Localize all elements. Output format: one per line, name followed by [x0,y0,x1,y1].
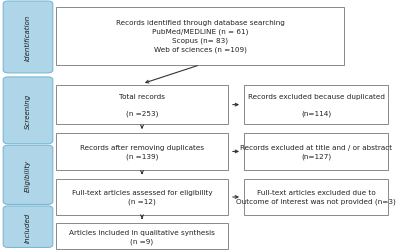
Text: Records excluded at title and / or abstract
(n=127): Records excluded at title and / or abstr… [240,144,392,159]
FancyBboxPatch shape [56,223,228,249]
Text: Included: Included [25,212,31,242]
Text: Records identified through database searching
PubMed/MEDLINE (n = 61)
Scopus (n=: Records identified through database sear… [116,20,284,53]
Text: Records after removing duplicates
(n =139): Records after removing duplicates (n =13… [80,144,204,159]
Text: Full-text articles assessed for eligibility
(n =12): Full-text articles assessed for eligibil… [72,190,212,205]
FancyBboxPatch shape [56,8,344,66]
FancyBboxPatch shape [56,86,228,125]
FancyBboxPatch shape [3,206,53,247]
FancyBboxPatch shape [244,134,388,170]
FancyBboxPatch shape [56,134,228,170]
FancyBboxPatch shape [244,179,388,215]
FancyBboxPatch shape [56,179,228,215]
Text: Records excluded because duplicated

(n=114): Records excluded because duplicated (n=1… [248,93,384,117]
Text: Eligibility: Eligibility [25,159,31,191]
FancyBboxPatch shape [3,78,53,144]
FancyBboxPatch shape [3,2,53,74]
FancyBboxPatch shape [244,86,388,125]
FancyBboxPatch shape [3,146,53,205]
Text: Identification: Identification [25,15,31,61]
Text: Total records

(n =253): Total records (n =253) [119,93,165,117]
Text: Full-text articles excluded due to
Outcome of interest was not provided (n=3): Full-text articles excluded due to Outco… [236,190,396,205]
Text: Articles included in qualitative synthesis
(n =9): Articles included in qualitative synthes… [69,229,215,244]
Text: Screening: Screening [25,93,31,129]
